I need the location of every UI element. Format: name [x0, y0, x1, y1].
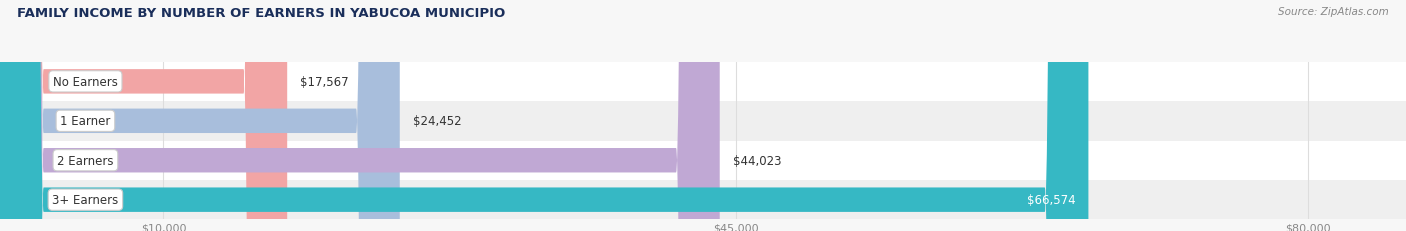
Text: $17,567: $17,567 [301, 76, 349, 88]
Text: Source: ZipAtlas.com: Source: ZipAtlas.com [1278, 7, 1389, 17]
Text: $66,574: $66,574 [1026, 193, 1076, 206]
FancyBboxPatch shape [0, 0, 287, 231]
Text: 1 Earner: 1 Earner [60, 115, 111, 128]
Text: $44,023: $44,023 [733, 154, 782, 167]
Bar [0, 62, 1406, 102]
Text: 2 Earners: 2 Earners [58, 154, 114, 167]
Text: No Earners: No Earners [53, 76, 118, 88]
Bar [0, 141, 1406, 180]
FancyBboxPatch shape [0, 0, 399, 231]
Text: FAMILY INCOME BY NUMBER OF EARNERS IN YABUCOA MUNICIPIO: FAMILY INCOME BY NUMBER OF EARNERS IN YA… [17, 7, 505, 20]
Bar [0, 180, 1406, 219]
Text: 3+ Earners: 3+ Earners [52, 193, 118, 206]
Bar [0, 102, 1406, 141]
Text: $24,452: $24,452 [413, 115, 461, 128]
FancyBboxPatch shape [0, 0, 1088, 231]
FancyBboxPatch shape [0, 0, 720, 231]
